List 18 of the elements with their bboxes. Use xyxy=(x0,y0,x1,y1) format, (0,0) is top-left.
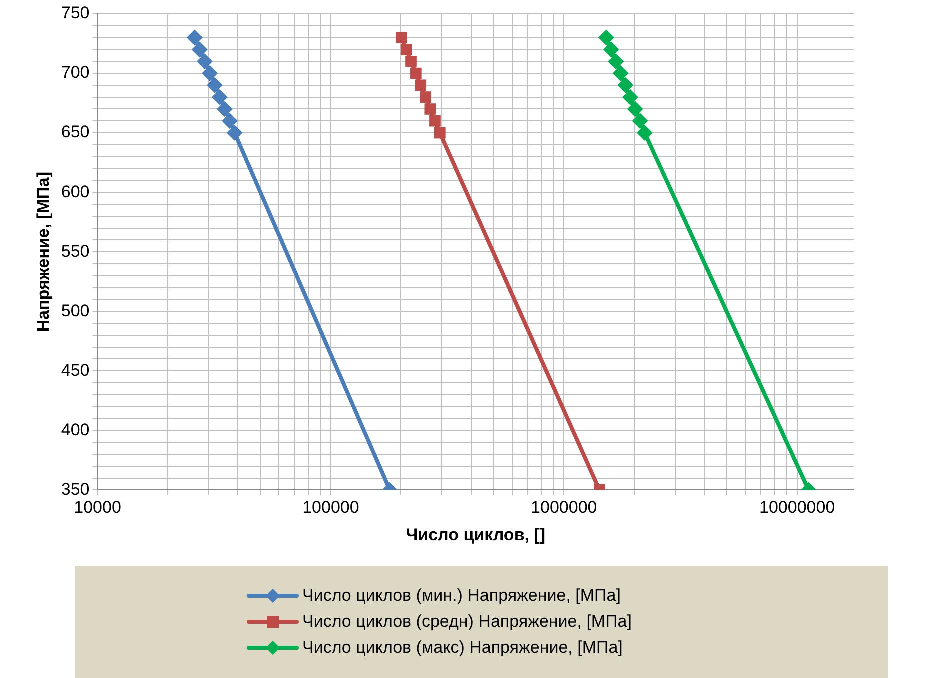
y-tick-label: 600 xyxy=(61,182,90,202)
legend-label: Число циклов (макс) Напряжение, [МПа] xyxy=(302,638,623,658)
y-tick-label: 400 xyxy=(61,420,90,440)
y-tick-label: 350 xyxy=(61,480,90,499)
legend-label: Число циклов (средн) Напряжение, [МПа] xyxy=(302,612,632,632)
x-axis-title: Число циклов, [] xyxy=(406,525,546,544)
y-tick-label: 750 xyxy=(61,4,90,23)
y-tick-label: 650 xyxy=(61,122,90,142)
y-tick-label: 700 xyxy=(61,63,90,82)
y-axis-title: Напряжение, [МПа] xyxy=(34,172,53,332)
legend-label: Число циклов (мин.) Напряжение, [МПа] xyxy=(302,586,621,606)
y-tick-label: 500 xyxy=(61,301,90,320)
x-tick-label: 10000000 xyxy=(760,498,836,518)
x-tick-label: 100000 xyxy=(302,498,360,518)
y-tick-label: 550 xyxy=(61,242,90,261)
y-tick-label: 450 xyxy=(61,360,90,380)
x-tick-label: 10000 xyxy=(74,498,122,518)
x-tick-label: 1000000 xyxy=(531,498,598,518)
